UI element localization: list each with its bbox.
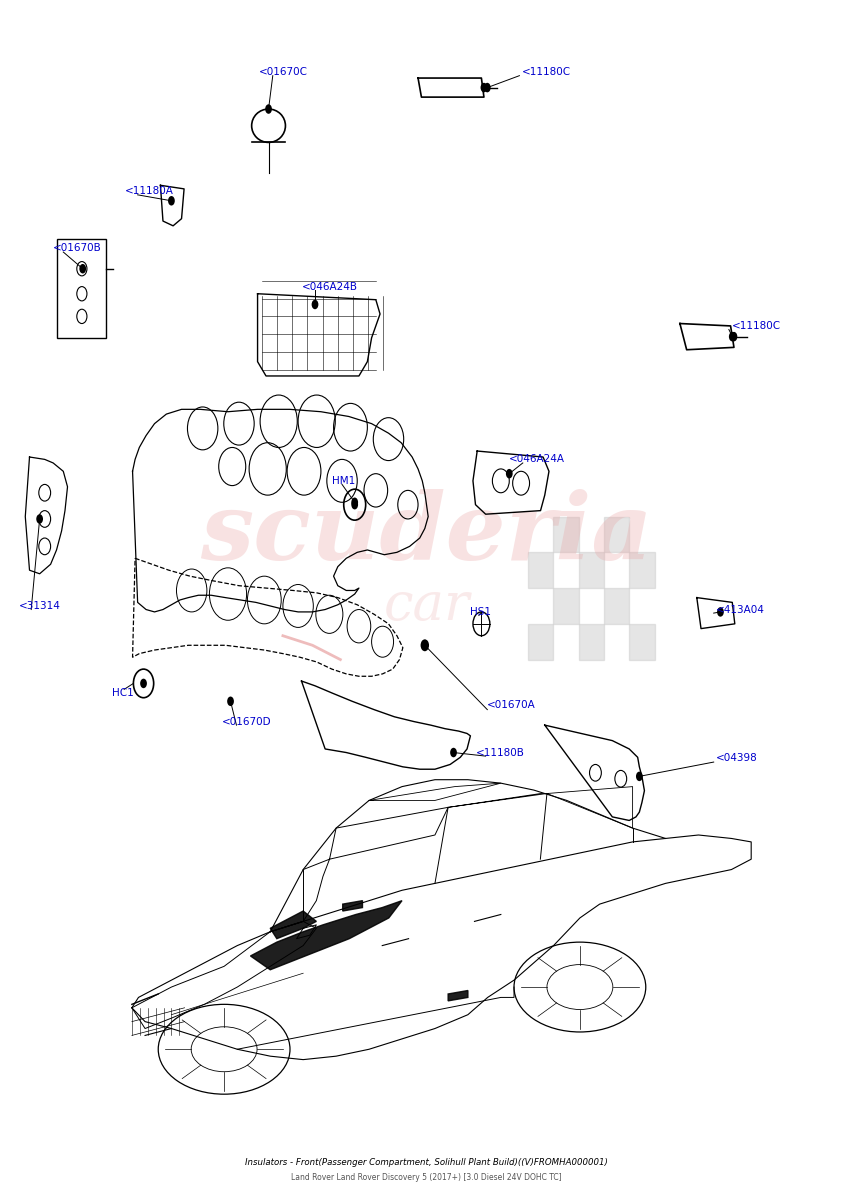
Circle shape (717, 607, 723, 617)
Circle shape (140, 679, 147, 688)
Circle shape (728, 332, 734, 342)
Polygon shape (270, 911, 316, 938)
Polygon shape (447, 990, 468, 1001)
Circle shape (37, 515, 43, 523)
Bar (527, 624, 553, 660)
Circle shape (636, 772, 642, 781)
Bar (527, 552, 553, 588)
Circle shape (450, 748, 457, 757)
Bar (603, 516, 629, 552)
Circle shape (480, 83, 486, 92)
Text: <01670B: <01670B (53, 244, 101, 253)
Circle shape (351, 500, 358, 510)
Bar (578, 552, 603, 588)
Circle shape (265, 104, 272, 114)
Polygon shape (343, 901, 362, 911)
Circle shape (729, 332, 736, 342)
Polygon shape (250, 901, 401, 970)
Bar (57, 239, 106, 338)
Text: car: car (383, 581, 469, 631)
Bar (553, 516, 578, 552)
Circle shape (351, 498, 358, 508)
Circle shape (420, 640, 429, 652)
Text: HC1: HC1 (112, 688, 134, 698)
Bar (603, 588, 629, 624)
Text: Land Rover Land Rover Discovery 5 (2017+) [3.0 Diesel 24V DOHC TC]: Land Rover Land Rover Discovery 5 (2017+… (291, 1174, 561, 1182)
Text: Insulators - Front(Passenger Compartment, Solihull Plant Build)((V)FROMHA000001): Insulators - Front(Passenger Compartment… (245, 1158, 607, 1166)
Bar (553, 588, 578, 624)
Circle shape (227, 696, 233, 706)
Text: scuderia: scuderia (200, 490, 652, 580)
Text: <046A24A: <046A24A (508, 455, 564, 464)
Text: <01670D: <01670D (222, 716, 272, 726)
Circle shape (421, 641, 428, 650)
Text: <01670C: <01670C (258, 67, 307, 77)
Text: <046A24B: <046A24B (301, 282, 357, 292)
Bar (629, 552, 653, 588)
Text: HM1: HM1 (331, 476, 354, 486)
Circle shape (79, 264, 86, 274)
Circle shape (483, 83, 490, 92)
Bar (629, 624, 653, 660)
Text: <01670A: <01670A (486, 700, 535, 710)
Circle shape (311, 300, 318, 310)
Text: HS1: HS1 (469, 607, 490, 617)
Text: <31314: <31314 (20, 601, 61, 611)
Text: <04398: <04398 (715, 754, 757, 763)
Text: <11180C: <11180C (731, 320, 780, 331)
Bar (578, 624, 603, 660)
Text: <11180A: <11180A (124, 186, 174, 197)
Circle shape (505, 469, 512, 479)
Text: <413A04: <413A04 (716, 605, 764, 614)
Circle shape (168, 196, 175, 205)
Text: <11180B: <11180B (475, 748, 524, 757)
Text: <11180C: <11180C (521, 67, 570, 77)
